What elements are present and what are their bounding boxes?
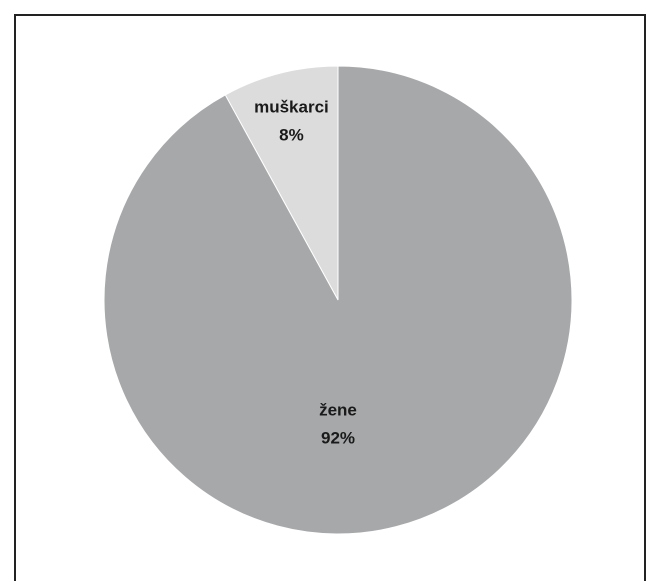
slice-value-label-2: 92%: [321, 429, 355, 448]
slice-label-2: žene: [319, 401, 357, 420]
pie-labels: muškarci 8% žene 92%: [254, 98, 357, 448]
pie-slice-1: [224, 65, 339, 301]
slice-value-label-1: 8%: [279, 126, 304, 145]
slice-label-1: muškarci: [254, 98, 329, 117]
pie-slice-2: [103, 65, 573, 535]
pie-slices: [103, 65, 573, 535]
pie-chart: muškarci 8% žene 92%: [103, 65, 573, 535]
chart-frame: muškarci 8% žene 92%: [14, 14, 646, 581]
